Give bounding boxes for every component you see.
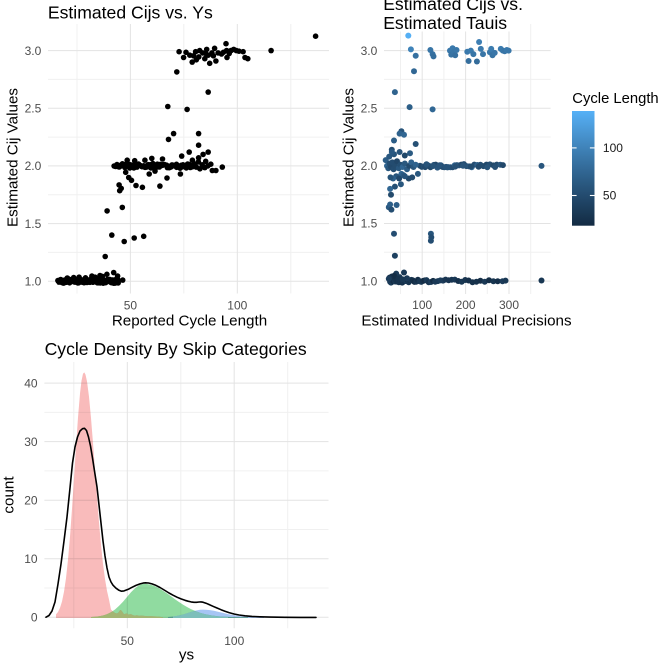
- svg-text:count: count: [1, 476, 18, 514]
- svg-text:Cycle Density By Skip Categori: Cycle Density By Skip Categories: [45, 339, 307, 359]
- svg-text:Estimated Cij Values: Estimated Cij Values: [341, 88, 358, 227]
- svg-text:10: 10: [24, 552, 38, 566]
- svg-text:2.5: 2.5: [361, 101, 378, 115]
- svg-text:Estimated Cijs vs. Ys: Estimated Cijs vs. Ys: [48, 3, 213, 23]
- svg-text:100: 100: [603, 141, 623, 155]
- svg-text:2.0: 2.0: [361, 159, 378, 173]
- svg-text:Estimated Tauis: Estimated Tauis: [383, 13, 507, 33]
- svg-text:Estimated Cij Values: Estimated Cij Values: [5, 88, 22, 227]
- svg-text:1.0: 1.0: [25, 274, 42, 288]
- svg-text:1.0: 1.0: [361, 274, 378, 288]
- svg-text:40: 40: [24, 376, 38, 390]
- svg-text:Reported Cycle Length: Reported Cycle Length: [112, 312, 267, 329]
- svg-text:2.5: 2.5: [25, 101, 42, 115]
- svg-text:Cycle Length: Cycle Length: [572, 91, 658, 107]
- svg-text:3.0: 3.0: [361, 44, 378, 58]
- svg-text:Estimated Individual Precision: Estimated Individual Precisions: [361, 312, 572, 329]
- svg-text:1.5: 1.5: [25, 217, 42, 231]
- svg-text:30: 30: [24, 435, 38, 449]
- svg-text:0: 0: [31, 611, 38, 625]
- svg-text:50: 50: [121, 634, 135, 648]
- svg-text:20: 20: [24, 493, 38, 507]
- svg-text:200: 200: [456, 298, 476, 312]
- svg-text:50: 50: [124, 299, 138, 313]
- svg-text:50: 50: [603, 189, 617, 203]
- svg-text:300: 300: [499, 298, 519, 312]
- svg-text:2.0: 2.0: [25, 159, 42, 173]
- svg-text:1.5: 1.5: [361, 217, 378, 231]
- svg-text:100: 100: [224, 634, 244, 648]
- svg-text:Estimated Cijs vs.: Estimated Cijs vs.: [383, 0, 523, 14]
- svg-text:100: 100: [412, 298, 432, 312]
- svg-text:100: 100: [227, 299, 247, 313]
- svg-text:ys: ys: [179, 647, 195, 664]
- svg-text:3.0: 3.0: [25, 44, 42, 58]
